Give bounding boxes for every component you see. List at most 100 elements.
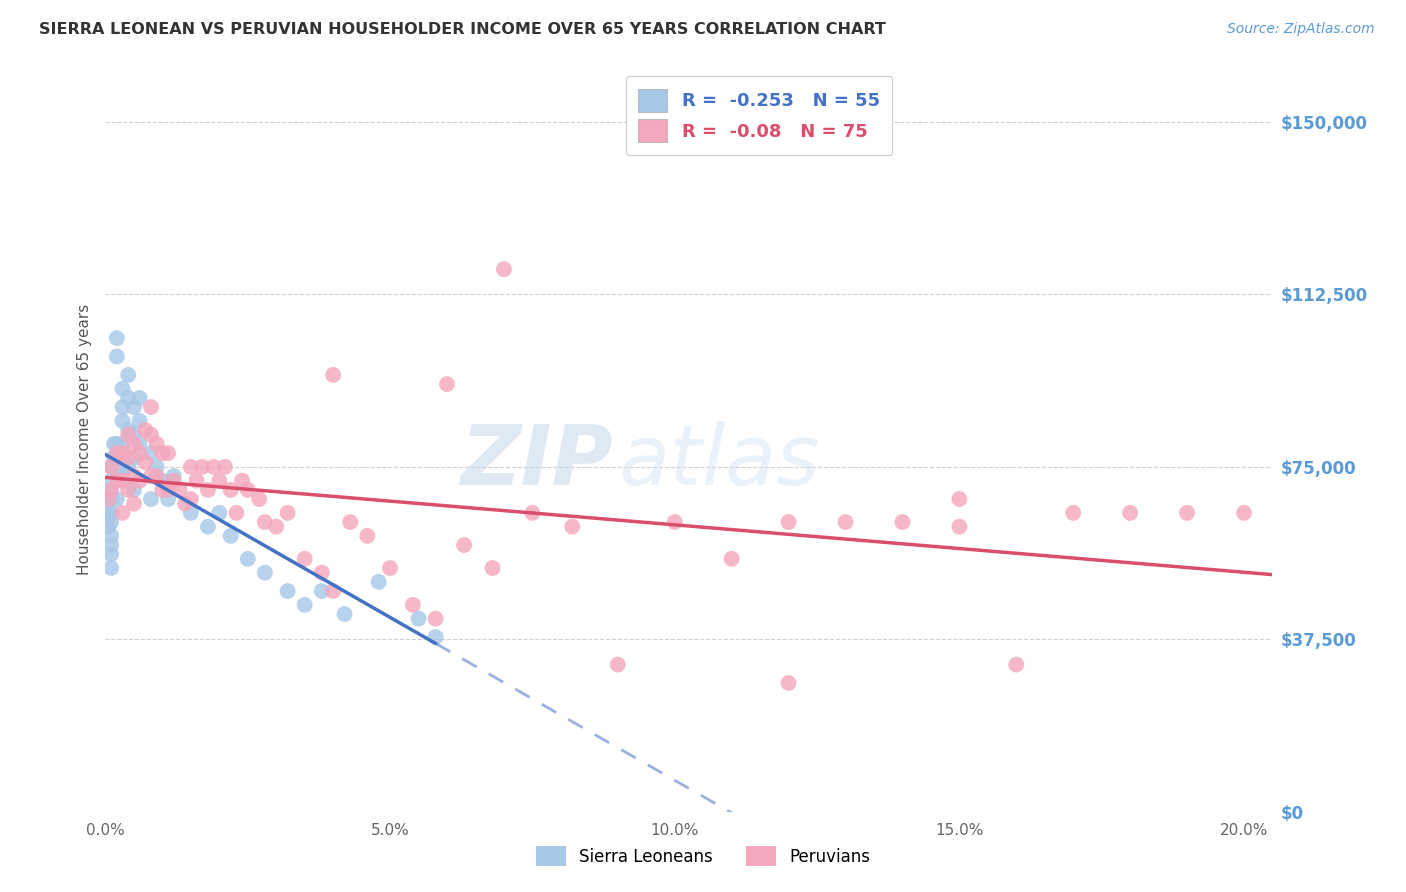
Point bbox=[139, 469, 162, 483]
Point bbox=[139, 446, 162, 460]
Point bbox=[236, 483, 259, 497]
Point bbox=[208, 474, 231, 488]
Point bbox=[100, 459, 122, 474]
Point bbox=[425, 612, 447, 626]
Point bbox=[100, 474, 122, 488]
Point bbox=[522, 506, 544, 520]
Point bbox=[117, 483, 139, 497]
Point bbox=[1119, 506, 1142, 520]
Point bbox=[111, 400, 134, 414]
Point bbox=[163, 474, 186, 488]
Point bbox=[150, 483, 173, 497]
Point bbox=[157, 446, 180, 460]
Point bbox=[122, 450, 145, 465]
Point bbox=[214, 459, 236, 474]
Point bbox=[150, 474, 173, 488]
Point bbox=[180, 459, 202, 474]
Point bbox=[180, 492, 202, 507]
Point bbox=[948, 519, 970, 533]
Point bbox=[402, 598, 425, 612]
Point bbox=[122, 427, 145, 442]
Point bbox=[1062, 506, 1084, 520]
Point bbox=[333, 607, 356, 621]
Point bbox=[948, 492, 970, 507]
Point bbox=[253, 515, 276, 529]
Point bbox=[122, 400, 145, 414]
Point bbox=[294, 552, 316, 566]
Point bbox=[117, 391, 139, 405]
Point bbox=[150, 446, 173, 460]
Point bbox=[219, 483, 242, 497]
Point bbox=[322, 368, 344, 382]
Point bbox=[122, 483, 145, 497]
Point bbox=[367, 574, 389, 589]
Point bbox=[122, 437, 145, 451]
Point bbox=[105, 437, 128, 451]
Point bbox=[264, 519, 287, 533]
Point bbox=[117, 423, 139, 437]
Point bbox=[356, 529, 378, 543]
Point bbox=[111, 459, 134, 474]
Point bbox=[145, 437, 167, 451]
Point bbox=[311, 584, 333, 599]
Point bbox=[100, 538, 122, 552]
Point bbox=[100, 492, 122, 507]
Point bbox=[191, 459, 214, 474]
Point bbox=[481, 561, 503, 575]
Point bbox=[100, 483, 122, 497]
Point bbox=[294, 598, 316, 612]
Point bbox=[322, 584, 344, 599]
Point bbox=[128, 446, 150, 460]
Point bbox=[492, 262, 515, 277]
Point bbox=[100, 561, 122, 575]
Point bbox=[311, 566, 333, 580]
Point bbox=[97, 506, 120, 520]
Point bbox=[145, 469, 167, 483]
Point bbox=[111, 382, 134, 396]
Point bbox=[111, 437, 134, 451]
Point bbox=[247, 492, 270, 507]
Point bbox=[103, 437, 125, 451]
Point bbox=[100, 515, 122, 529]
Point bbox=[408, 612, 430, 626]
Point bbox=[122, 497, 145, 511]
Point bbox=[202, 459, 225, 474]
Point bbox=[111, 506, 134, 520]
Point bbox=[100, 529, 122, 543]
Point bbox=[134, 423, 156, 437]
Point bbox=[378, 561, 401, 575]
Text: SIERRA LEONEAN VS PERUVIAN HOUSEHOLDER INCOME OVER 65 YEARS CORRELATION CHART: SIERRA LEONEAN VS PERUVIAN HOUSEHOLDER I… bbox=[39, 22, 886, 37]
Legend: Sierra Leoneans, Peruvians: Sierra Leoneans, Peruvians bbox=[529, 839, 877, 873]
Point bbox=[105, 350, 128, 364]
Point bbox=[157, 492, 180, 507]
Point bbox=[128, 391, 150, 405]
Point bbox=[100, 547, 122, 561]
Point bbox=[186, 474, 208, 488]
Point bbox=[139, 492, 162, 507]
Point bbox=[277, 506, 299, 520]
Point bbox=[778, 676, 800, 690]
Point bbox=[117, 427, 139, 442]
Point bbox=[122, 469, 145, 483]
Y-axis label: Householder Income Over 65 years: Householder Income Over 65 years bbox=[77, 303, 93, 575]
Point bbox=[97, 492, 120, 507]
Point bbox=[253, 566, 276, 580]
Point bbox=[145, 459, 167, 474]
Point bbox=[117, 459, 139, 474]
Point bbox=[425, 630, 447, 644]
Point bbox=[111, 414, 134, 428]
Point bbox=[778, 515, 800, 529]
Point bbox=[561, 519, 583, 533]
Point bbox=[111, 474, 134, 488]
Point bbox=[100, 506, 122, 520]
Point bbox=[225, 506, 247, 520]
Point bbox=[180, 506, 202, 520]
Point bbox=[174, 497, 197, 511]
Point bbox=[219, 529, 242, 543]
Point bbox=[117, 450, 139, 465]
Text: ZIP: ZIP bbox=[460, 421, 613, 502]
Point bbox=[105, 492, 128, 507]
Point bbox=[208, 506, 231, 520]
Point bbox=[436, 377, 458, 392]
Point bbox=[100, 483, 122, 497]
